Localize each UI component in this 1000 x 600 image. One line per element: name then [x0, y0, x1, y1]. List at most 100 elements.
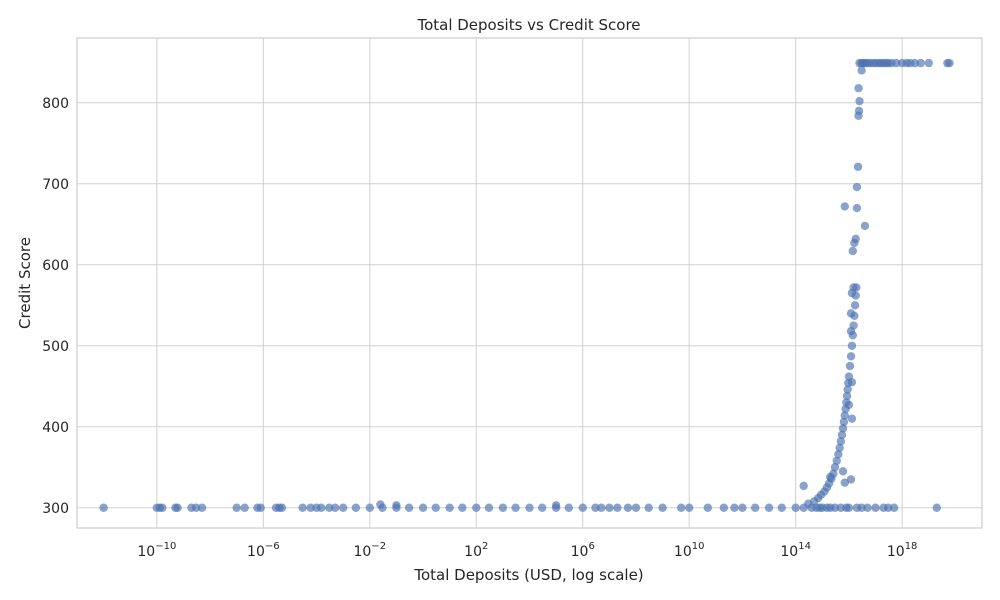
x-tick-exponent: 6	[588, 541, 594, 552]
data-point	[240, 503, 249, 512]
data-point	[854, 84, 863, 93]
data-point	[484, 503, 494, 512]
data-point	[830, 503, 840, 512]
x-tick-labels: 10−10 10−6 10−2 102 106 1010 1014 1018	[137, 541, 917, 560]
data-point	[910, 58, 920, 68]
data-point	[830, 463, 840, 472]
data-point	[191, 503, 201, 512]
data-point	[852, 182, 862, 192]
data-point	[197, 503, 207, 512]
data-point	[298, 503, 307, 512]
data-point	[658, 503, 667, 512]
data-point	[855, 96, 864, 106]
data-point	[537, 503, 547, 512]
data-point	[738, 503, 747, 512]
data-point	[277, 503, 287, 512]
data-point	[564, 503, 574, 512]
data-point	[472, 503, 481, 512]
data-point	[845, 361, 855, 371]
x-tick-label: 1010	[674, 541, 705, 560]
x-tick-base: 10	[354, 544, 372, 560]
data-point	[623, 503, 633, 512]
data-point	[846, 352, 856, 361]
x-tick-label: 10−2	[354, 541, 387, 560]
data-point	[404, 503, 414, 512]
data-point	[860, 221, 870, 231]
chart-title: Total Deposits vs Credit Score	[416, 16, 640, 34]
x-tick-label: 10−10	[137, 541, 176, 560]
y-tick-label: 600	[42, 258, 69, 274]
data-point	[644, 503, 653, 512]
y-tick-label: 300	[42, 501, 69, 517]
data-point	[924, 58, 933, 68]
y-tick-label: 800	[42, 96, 69, 112]
data-point	[854, 106, 864, 116]
data-point	[840, 478, 849, 487]
data-point	[232, 503, 241, 512]
data-point	[764, 503, 774, 512]
x-tick-base: 10	[780, 544, 798, 560]
x-tick-exponent: 18	[905, 541, 918, 552]
data-point	[613, 503, 622, 512]
data-point	[846, 326, 856, 336]
data-point	[826, 472, 835, 482]
data-point	[631, 503, 641, 512]
data-point	[857, 66, 866, 75]
y-tick-labels: 300 400 500 600 700 800	[42, 96, 69, 517]
data-point	[857, 503, 866, 512]
data-point	[458, 503, 467, 512]
data-point	[840, 411, 849, 420]
x-tick-base: 10	[247, 544, 265, 560]
y-axis-label: Credit Score	[16, 237, 34, 329]
data-point	[256, 503, 265, 512]
data-point	[325, 503, 334, 512]
data-point	[932, 503, 941, 512]
data-point	[846, 475, 856, 484]
plot-frame	[76, 37, 983, 529]
data-point	[719, 503, 729, 512]
data-point	[777, 503, 786, 512]
x-tick-base: 10	[464, 544, 482, 560]
data-point	[835, 443, 844, 453]
x-tick-exponent: 2	[482, 541, 488, 552]
data-point	[338, 503, 348, 512]
data-point	[578, 503, 587, 512]
data-point	[330, 503, 340, 512]
data-point	[365, 503, 374, 512]
x-tick-base: 10	[571, 544, 589, 560]
data-point	[306, 503, 315, 512]
x-tick-exponent: −10	[155, 541, 176, 552]
x-axis-label: Total Deposits (USD, log scale)	[413, 566, 643, 584]
scatter-points	[99, 58, 954, 512]
data-point	[158, 503, 167, 512]
data-point	[597, 503, 606, 512]
data-point	[850, 301, 860, 310]
data-point	[916, 58, 925, 68]
data-point	[843, 385, 852, 394]
x-tick-exponent: −6	[265, 541, 280, 552]
data-point	[832, 456, 841, 465]
x-tick-label: 10−6	[247, 541, 280, 560]
data-point	[847, 414, 857, 423]
y-tick-label: 500	[42, 339, 69, 355]
data-point	[605, 503, 614, 512]
data-point	[848, 246, 858, 256]
x-tick-base: 10	[887, 544, 905, 560]
data-point	[838, 424, 848, 433]
data-point	[837, 430, 847, 440]
data-point	[511, 503, 520, 512]
grid	[77, 38, 982, 528]
x-tick-label: 1018	[887, 541, 918, 560]
data-point	[838, 467, 848, 476]
data-point	[863, 503, 872, 512]
data-point	[851, 234, 860, 244]
data-point	[99, 503, 108, 512]
data-point	[834, 450, 843, 459]
data-point	[676, 503, 686, 512]
data-point	[173, 503, 182, 512]
x-tick-exponent: 10	[692, 541, 705, 552]
data-point	[392, 501, 401, 510]
data-point	[376, 500, 385, 509]
